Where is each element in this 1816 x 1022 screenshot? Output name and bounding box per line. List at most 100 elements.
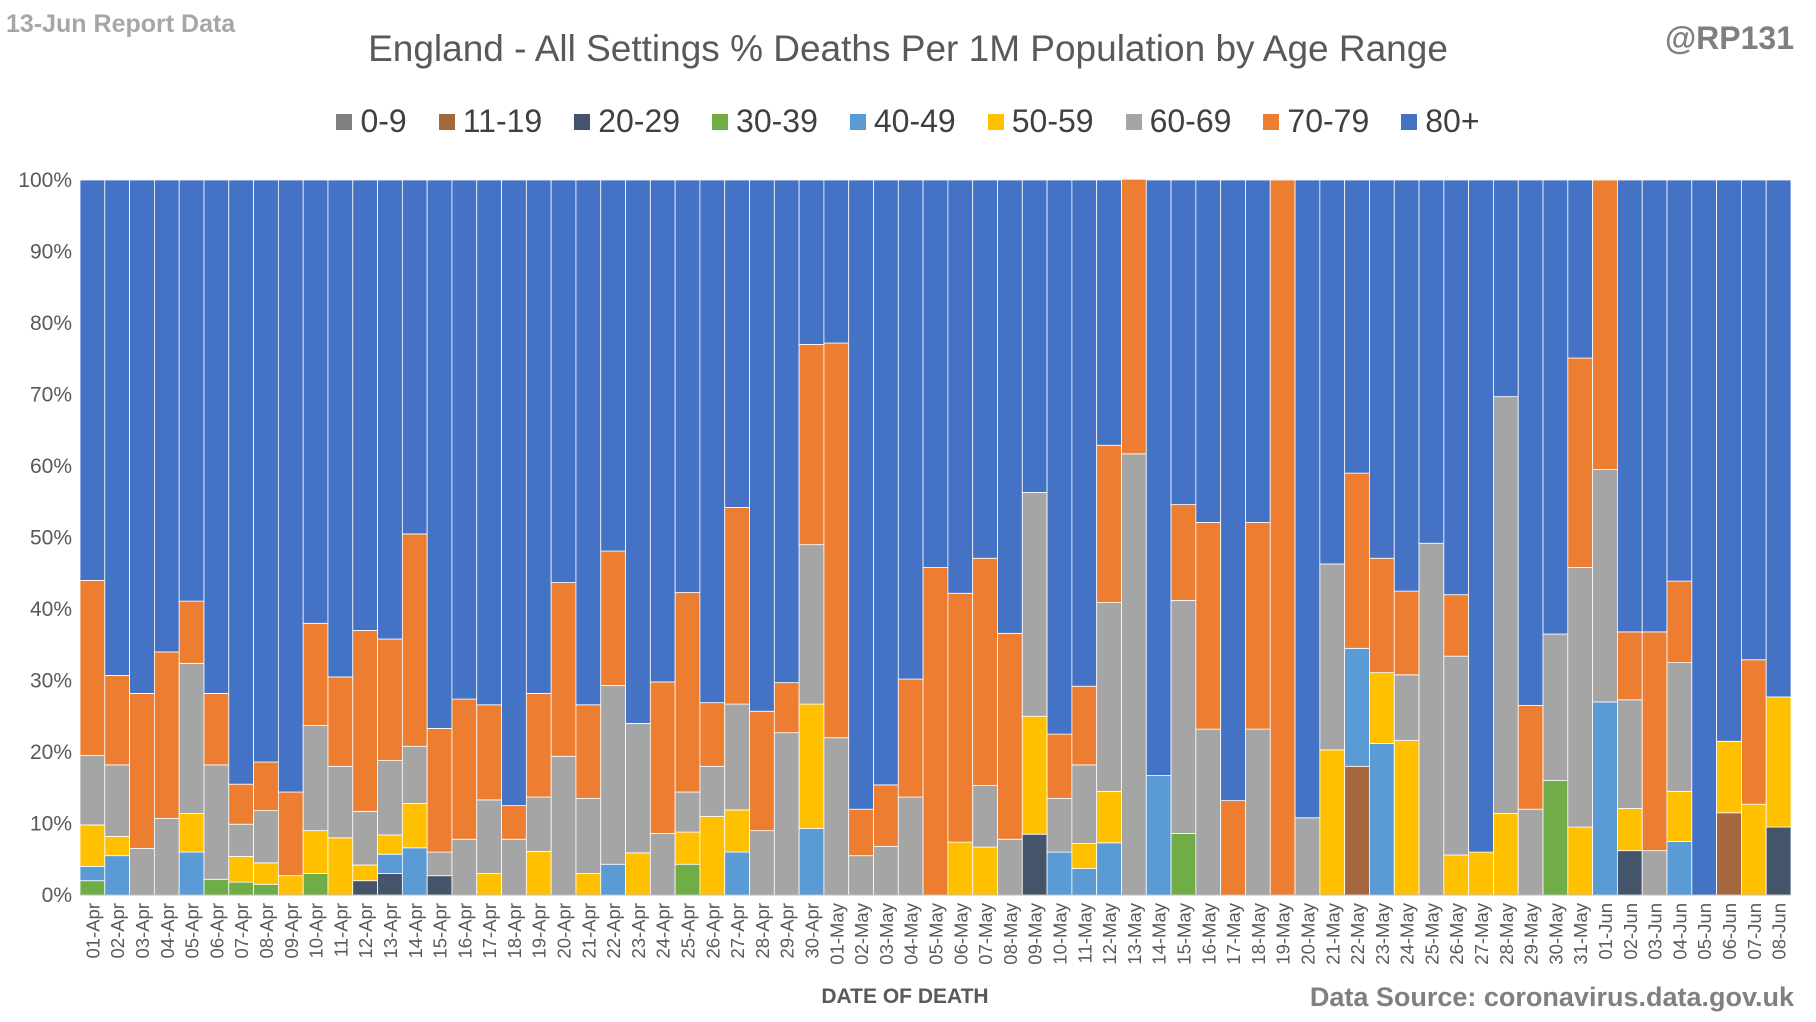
y-tick-label: 20%	[30, 741, 72, 764]
bar-segment-60-69	[1021, 492, 1048, 717]
bar-segment-60-69	[1567, 567, 1594, 828]
bar-segment-40-49	[377, 853, 403, 874]
bar-segment-50-59	[1741, 803, 1767, 896]
bar-segment-50-59	[401, 803, 428, 849]
bar-segment-60-69	[897, 796, 924, 896]
x-tick-label: 03-Apr	[132, 903, 153, 959]
bar-segment-80plus	[724, 179, 750, 508]
y-tick-label: 80%	[30, 312, 72, 335]
bar-segment-70-79	[1592, 179, 1618, 470]
legend-item-60-69: 60-69	[1125, 103, 1231, 140]
bar-segment-80plus	[1641, 179, 1668, 633]
bar-segment-50-59	[798, 703, 825, 829]
bar-segment-11-19	[1344, 765, 1370, 896]
bar-segment-50-59	[947, 841, 974, 896]
bar-segment-70-79	[203, 692, 230, 766]
bar-segment-80plus	[1344, 179, 1370, 474]
bar-segment-70-79	[550, 582, 577, 757]
bar-segment-60-69	[873, 845, 899, 896]
bar-segment-60-69	[699, 765, 726, 817]
bar-segment-60-69	[525, 796, 552, 852]
x-tick-label: 01-Jun	[1595, 903, 1616, 960]
bar-segment-50-59	[1443, 854, 1470, 896]
x-tick-label: 16-Apr	[454, 903, 475, 959]
bar-segment-50-59	[1617, 808, 1643, 852]
bar-segment-80plus	[674, 179, 701, 593]
bar-segment-50-59	[1319, 749, 1346, 896]
bar-segment-80plus	[997, 179, 1023, 634]
bar-segment-60-69	[625, 723, 651, 854]
y-tick-label: 40%	[30, 598, 72, 621]
bar-segment-80plus	[1691, 179, 1718, 896]
legend-item-70-79: 70-79	[1263, 103, 1369, 140]
bar-segment-80plus	[1245, 179, 1271, 523]
bar-segment-60-69	[649, 833, 676, 896]
bar-segment-60-69	[1443, 655, 1470, 856]
bar-segment-70-79	[451, 698, 478, 840]
x-tick-label: 05-Apr	[182, 903, 203, 959]
bar-segment-60-69	[79, 755, 106, 826]
x-tick-label: 03-Jun	[1645, 903, 1666, 960]
legend-item-20-29: 20-29	[574, 103, 680, 140]
bar-segment-50-59	[1468, 851, 1494, 896]
bar-segment-50-59	[253, 862, 279, 885]
bar-segment-30-39	[79, 880, 106, 896]
bar-segment-11-19	[1716, 812, 1742, 896]
bar-segment-60-69	[600, 685, 626, 865]
x-tick-label: 13-Apr	[380, 903, 401, 959]
legend-swatch	[574, 113, 591, 130]
x-tick-label: 28-May	[1496, 902, 1517, 964]
bar-segment-80plus	[550, 179, 577, 583]
x-axis-label: DATE OF DEATH	[821, 985, 988, 1008]
bar-segment-80plus	[451, 179, 478, 700]
bar-segment-20-29	[1617, 850, 1643, 896]
bar-segment-80plus	[277, 179, 304, 793]
bar-segment-70-79	[674, 592, 701, 793]
x-tick-label: 16-May	[1198, 902, 1219, 964]
x-tick-label: 02-Apr	[107, 903, 128, 959]
bar-segment-60-69	[129, 848, 155, 896]
bar-segment-70-79	[104, 675, 130, 766]
bar-segment-40-49	[1145, 775, 1172, 896]
y-tick-label: 50%	[30, 527, 72, 550]
bar-segment-70-79	[1096, 444, 1122, 603]
x-tick-label: 08-May	[1000, 902, 1021, 964]
bar-segment-80plus	[947, 179, 974, 594]
legend-swatch	[1263, 113, 1280, 130]
bar-segment-80plus	[426, 179, 453, 729]
x-tick-label: 04-May	[901, 902, 922, 964]
bar-segment-70-79	[1344, 472, 1370, 649]
bar-segment-70-79	[1393, 590, 1420, 676]
legend-label: 30-39	[736, 103, 818, 139]
x-tick-label: 21-Apr	[578, 903, 599, 959]
bar-segment-70-79	[1220, 800, 1246, 896]
bar-segment-60-69	[178, 662, 205, 814]
bar-segment-60-69	[1046, 798, 1073, 853]
bar-segment-70-79	[1269, 179, 1296, 896]
x-tick-label: 22-May	[1347, 902, 1368, 964]
bar-segment-80plus	[1468, 179, 1494, 853]
bar-segment-60-69	[228, 823, 254, 857]
bar-segment-80plus	[1071, 179, 1098, 687]
x-tick-label: 15-May	[1173, 902, 1194, 964]
x-tick-label: 19-Apr	[529, 903, 550, 959]
bar-segment-70-79	[253, 761, 279, 812]
bar-segment-20-29	[426, 875, 453, 896]
bar-segment-70-79	[575, 704, 602, 799]
bar-segment-50-59	[1096, 790, 1122, 844]
bar-segment-80plus	[575, 179, 602, 706]
x-axis-ticks: 01-Apr 02-Apr 03-Apr 04-Apr 05-Apr 06-Apr 07-A…	[82, 902, 1789, 964]
bar-segment-70-79	[897, 678, 924, 798]
x-tick-label: 01-May	[826, 902, 847, 964]
bar-segment-30-39	[203, 878, 230, 896]
y-tick-label: 90%	[30, 241, 72, 264]
bar-segment-40-49	[79, 866, 106, 882]
x-tick-label: 22-Apr	[603, 903, 624, 959]
bar-segment-70-79	[947, 592, 974, 843]
bar-segment-60-69	[302, 725, 329, 832]
y-tick-label: 60%	[30, 455, 72, 478]
x-tick-label: 30-May	[1545, 902, 1566, 964]
x-tick-label: 07-May	[975, 902, 996, 964]
bar-segment-70-79	[1617, 631, 1643, 701]
bar-segment-70-79	[972, 557, 998, 787]
